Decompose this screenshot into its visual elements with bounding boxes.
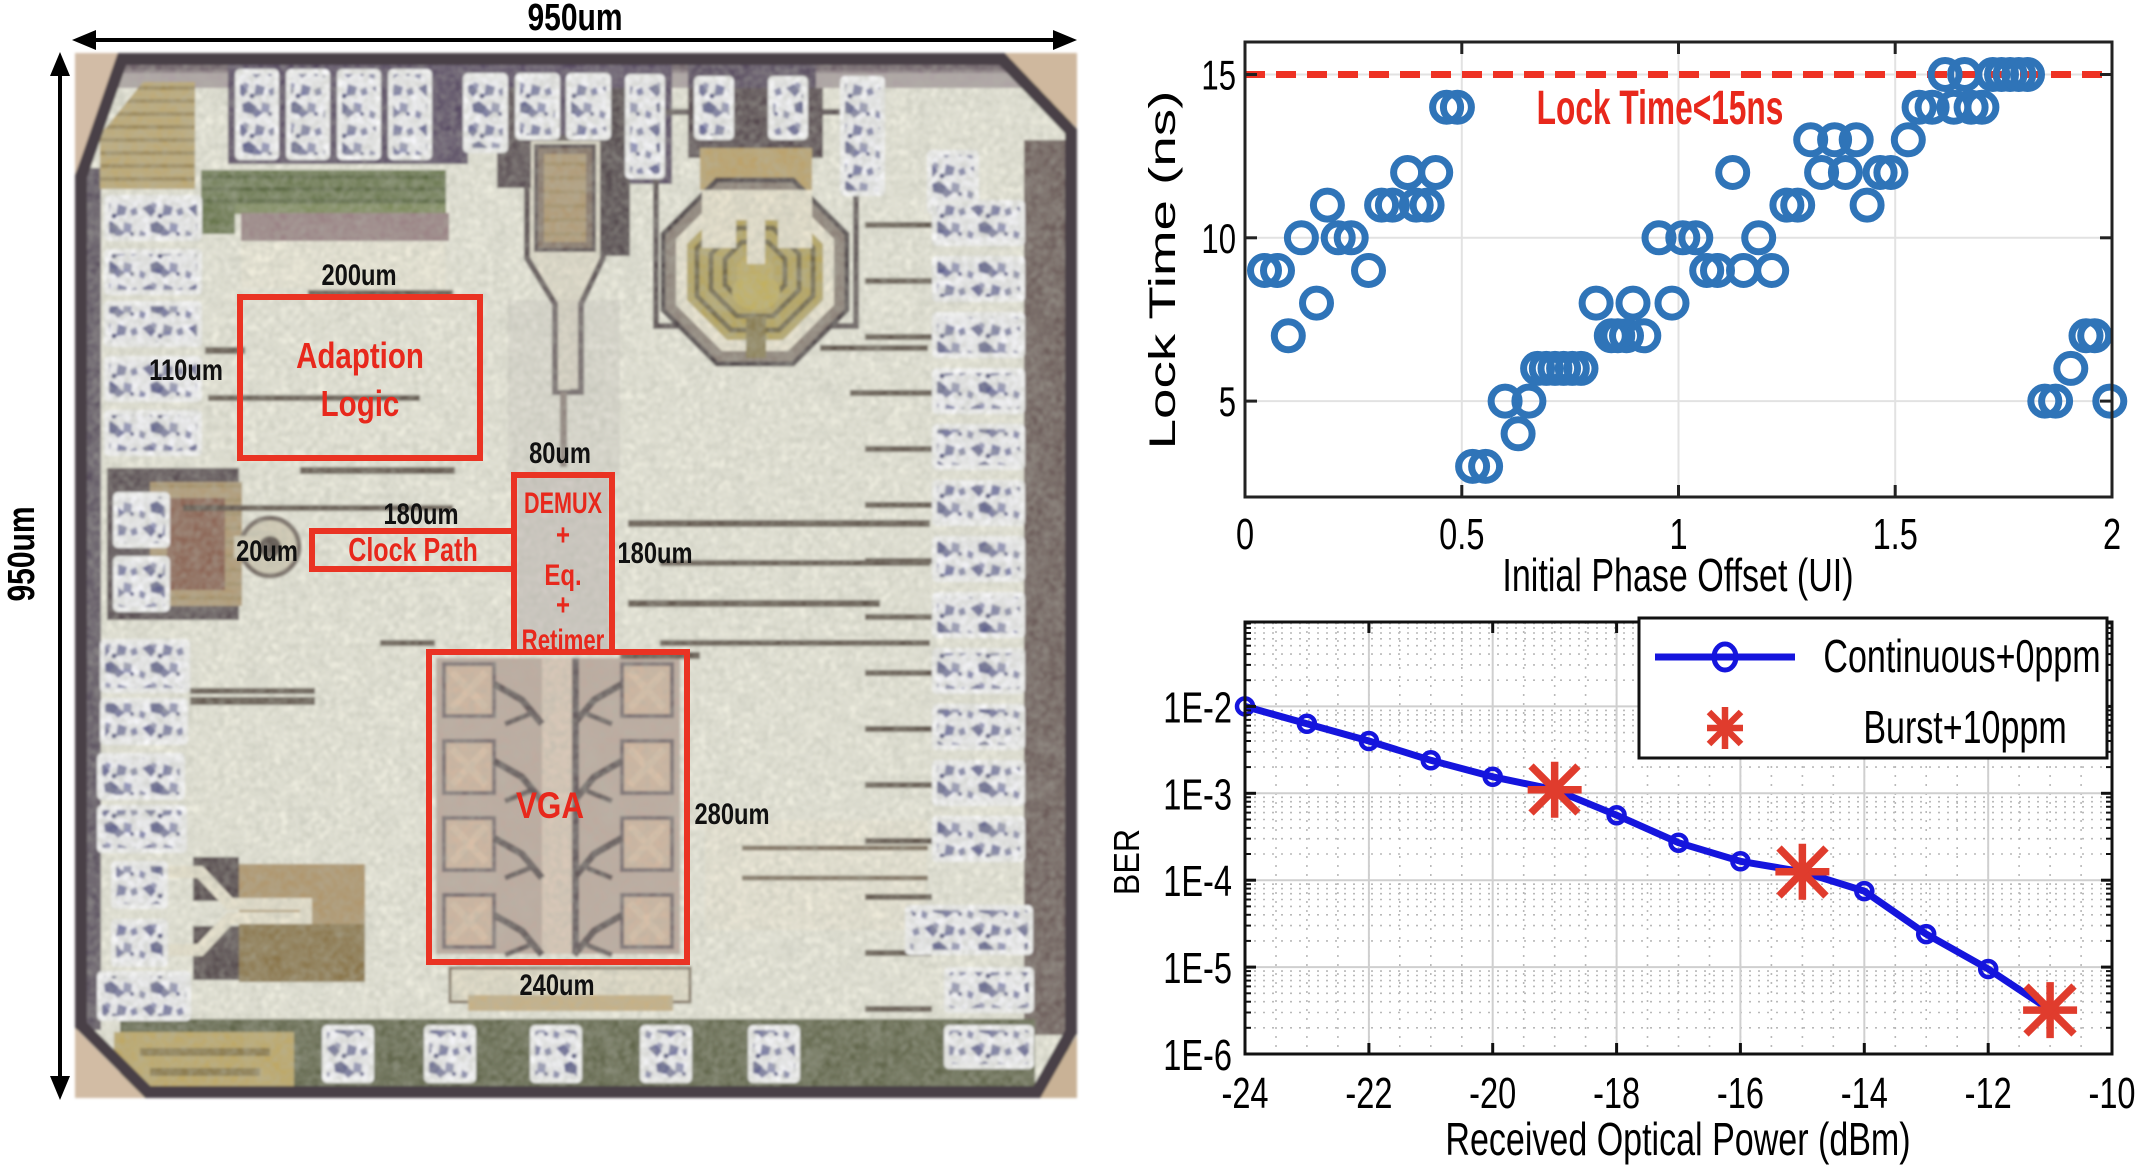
svg-text:-14: -14 <box>1841 1069 1888 1118</box>
svg-text:10: 10 <box>1201 215 1236 262</box>
svg-text:2: 2 <box>2103 510 2121 559</box>
svg-text:-22: -22 <box>1345 1069 1392 1118</box>
svg-text:-24: -24 <box>1221 1069 1268 1118</box>
svg-text:Eq.: Eq. <box>544 557 581 591</box>
svg-text:DEMUX: DEMUX <box>524 485 602 519</box>
svg-text:280um: 280um <box>694 797 769 830</box>
svg-text:Adaption: Adaption <box>296 335 424 375</box>
svg-text:Clock Path: Clock Path <box>348 532 478 569</box>
svg-text:1E-3: 1E-3 <box>1163 771 1232 820</box>
svg-text:0: 0 <box>1236 510 1254 559</box>
svg-text:Initial Phase Offset (UI): Initial Phase Offset (UI) <box>1502 549 1853 601</box>
svg-text:1E-2: 1E-2 <box>1163 684 1232 733</box>
svg-text:1.5: 1.5 <box>1873 510 1918 559</box>
svg-text:Lock Time (ns): Lock Time (ns) <box>1141 91 1183 450</box>
svg-text:1: 1 <box>1669 510 1687 559</box>
svg-text:-16: -16 <box>1717 1069 1764 1118</box>
svg-text:180um: 180um <box>383 497 458 530</box>
svg-text:15: 15 <box>1201 52 1236 99</box>
svg-text:0.5: 0.5 <box>1439 510 1484 559</box>
svg-text:VGA: VGA <box>516 786 584 827</box>
svg-text:Continuous+0ppm: Continuous+0ppm <box>1823 630 2100 682</box>
svg-text:Received Optical Power (dBm): Received Optical Power (dBm) <box>1445 1113 1910 1165</box>
svg-text:240um: 240um <box>519 968 594 1001</box>
svg-text:180um: 180um <box>617 536 692 569</box>
svg-text:950um: 950um <box>1 506 43 601</box>
svg-text:1E-5: 1E-5 <box>1163 944 1232 993</box>
svg-text:5: 5 <box>1219 379 1236 426</box>
svg-text:+: + <box>556 517 570 551</box>
svg-text:-12: -12 <box>1965 1069 2012 1118</box>
svg-text:20um: 20um <box>236 534 298 567</box>
svg-text:Logic: Logic <box>321 383 400 423</box>
svg-text:+: + <box>556 587 570 621</box>
svg-text:Lock Time<15ns: Lock Time<15ns <box>1537 80 1784 134</box>
svg-text:1E-4: 1E-4 <box>1163 858 1232 907</box>
svg-text:80um: 80um <box>529 436 591 469</box>
svg-text:200um: 200um <box>321 258 396 291</box>
svg-text:1E-6: 1E-6 <box>1163 1031 1232 1080</box>
svg-text:Burst+10ppm: Burst+10ppm <box>1863 701 2066 753</box>
svg-text:950um: 950um <box>527 0 622 39</box>
svg-text:Retimer: Retimer <box>522 623 605 657</box>
svg-text:-20: -20 <box>1469 1069 1516 1118</box>
svg-text:BER: BER <box>1107 829 1147 895</box>
svg-text:110um: 110um <box>149 353 223 386</box>
svg-text:-10: -10 <box>2088 1069 2135 1118</box>
svg-text:-18: -18 <box>1593 1069 1640 1118</box>
